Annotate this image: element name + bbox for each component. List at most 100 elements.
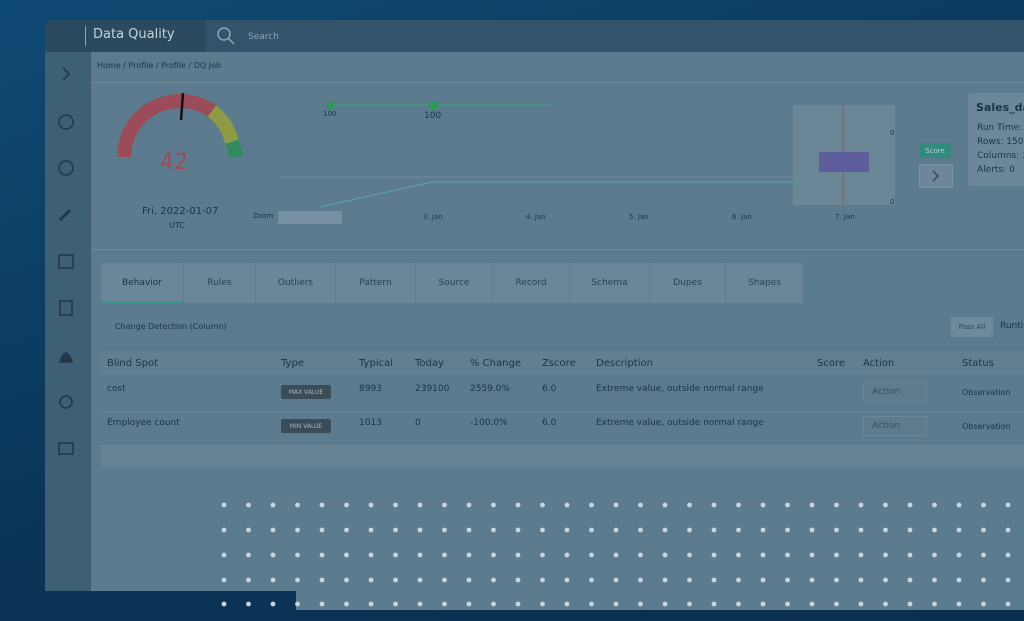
next-button[interactable] xyxy=(919,164,953,188)
dot xyxy=(760,601,766,607)
dot xyxy=(907,527,913,533)
breadcrumb[interactable]: Home / Profile / Profile / DQ Job xyxy=(97,61,222,70)
dot xyxy=(393,577,398,583)
dot xyxy=(466,601,472,607)
dot xyxy=(319,527,325,533)
dot xyxy=(981,577,986,583)
dot xyxy=(907,577,913,583)
dashboard-icon[interactable] xyxy=(58,114,74,130)
dot xyxy=(246,527,251,533)
tab[interactable]: Pattern xyxy=(336,263,416,303)
dot xyxy=(613,502,619,508)
dot xyxy=(270,527,276,533)
gauge-timezone: UTC xyxy=(169,221,185,230)
app-title: Data Quality xyxy=(93,27,175,42)
tab[interactable]: Schema xyxy=(570,263,650,303)
search-icon xyxy=(217,27,235,45)
dot xyxy=(613,601,619,607)
dot xyxy=(221,527,227,533)
dot xyxy=(246,552,251,558)
grid-icon[interactable] xyxy=(58,254,74,269)
dot xyxy=(981,527,986,533)
dot xyxy=(613,577,619,583)
dot xyxy=(589,552,594,558)
dot xyxy=(344,601,349,607)
dot xyxy=(319,601,325,607)
dot xyxy=(834,577,839,583)
sidebar xyxy=(45,52,91,610)
tools-icon[interactable] xyxy=(58,208,72,222)
cell: Extreme value, outside normal range xyxy=(596,384,764,394)
tab[interactable]: Record xyxy=(493,263,570,303)
dot xyxy=(981,601,986,607)
summary-line: Run Time: C xyxy=(977,123,1024,133)
dot xyxy=(515,577,521,583)
dot xyxy=(809,577,815,583)
dot xyxy=(368,601,374,607)
tab[interactable]: Shapes xyxy=(726,263,804,303)
dot xyxy=(491,502,496,508)
dot xyxy=(466,552,472,558)
dot xyxy=(540,552,545,558)
dot xyxy=(638,601,643,607)
calendar-icon[interactable] xyxy=(58,442,74,455)
divider xyxy=(85,26,86,46)
dot xyxy=(760,577,766,583)
tab[interactable]: Rules xyxy=(184,263,256,303)
dot xyxy=(785,601,790,607)
dot xyxy=(589,527,594,533)
dot xyxy=(613,552,619,558)
pass-all-button[interactable]: Pass All xyxy=(951,317,993,337)
expand-icon[interactable] xyxy=(62,67,71,81)
dot xyxy=(760,527,766,533)
dot xyxy=(319,577,325,583)
dot xyxy=(834,601,839,607)
zoom-label: Zoom xyxy=(253,212,274,220)
dot xyxy=(760,552,766,558)
dot xyxy=(785,577,790,583)
search-bar[interactable]: Search xyxy=(206,20,1024,52)
dot xyxy=(809,527,815,533)
dot xyxy=(344,552,349,558)
dot xyxy=(221,577,227,583)
dot xyxy=(368,577,374,583)
column-header: Description xyxy=(596,358,653,369)
cell: 0 xyxy=(415,418,421,428)
report-icon[interactable] xyxy=(59,300,73,316)
rule xyxy=(92,249,1024,250)
dot xyxy=(1005,552,1011,558)
action-select[interactable]: Action xyxy=(863,416,927,436)
dot xyxy=(270,601,276,607)
dot xyxy=(221,502,227,508)
gauge-green xyxy=(225,139,243,159)
alert-icon[interactable] xyxy=(58,352,74,363)
cell: 2559.0% xyxy=(470,384,511,394)
sync-icon[interactable] xyxy=(59,395,73,409)
action-select[interactable]: Action xyxy=(863,382,927,402)
axis-label: 0 xyxy=(890,198,895,206)
zoom-options[interactable] xyxy=(278,211,342,224)
runtime-label: Runti xyxy=(1000,321,1024,331)
dot xyxy=(711,577,717,583)
dot xyxy=(564,552,570,558)
dot xyxy=(246,601,251,607)
score-button[interactable]: Score xyxy=(919,143,951,158)
dot xyxy=(785,552,790,558)
cell: cost xyxy=(107,384,126,394)
explore-icon[interactable] xyxy=(58,160,74,176)
tab[interactable]: Behavior xyxy=(101,263,184,303)
dot xyxy=(564,577,570,583)
tab[interactable]: Source xyxy=(416,263,493,303)
dot xyxy=(442,502,447,508)
dot xyxy=(564,601,570,607)
dot xyxy=(638,527,643,533)
cell: 239100 xyxy=(415,384,450,394)
dot xyxy=(834,552,839,558)
gauge-date: Fri, 2022-01-07 xyxy=(142,206,219,217)
dot xyxy=(515,601,521,607)
tab[interactable]: Dupes xyxy=(650,263,726,303)
dot xyxy=(540,601,545,607)
tab[interactable]: Outliers xyxy=(256,263,336,303)
gauge-needle xyxy=(179,92,185,121)
